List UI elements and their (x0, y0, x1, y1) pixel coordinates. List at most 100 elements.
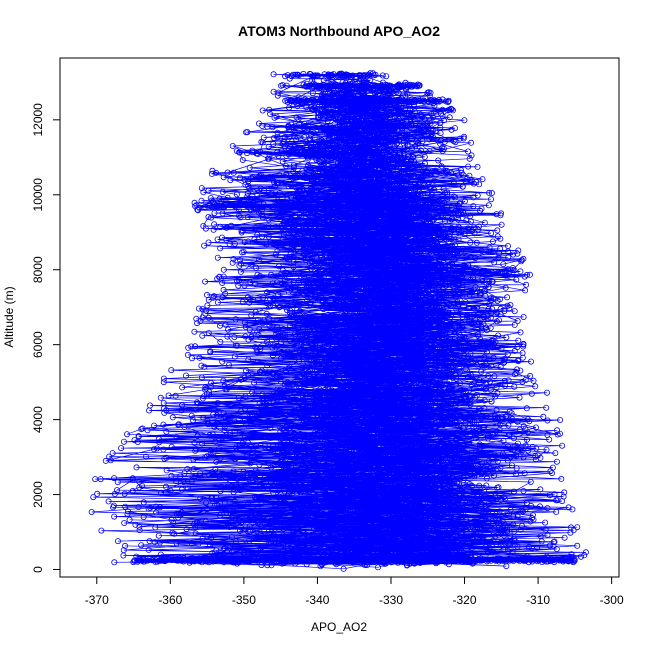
data-point (526, 271, 533, 278)
data-point (451, 489, 458, 496)
data-point (574, 542, 581, 549)
data-point (440, 397, 447, 404)
data-point (163, 428, 170, 435)
data-point (199, 306, 206, 313)
data-point (261, 459, 268, 466)
data-point (370, 460, 377, 467)
data-point (469, 536, 476, 543)
data-point (432, 167, 439, 174)
data-point (532, 383, 539, 390)
data-point (121, 520, 128, 527)
data-point (391, 501, 398, 508)
data-point (543, 404, 550, 411)
data-point (245, 372, 252, 379)
data-point (371, 331, 378, 338)
data-point (344, 278, 351, 285)
data-point (487, 196, 494, 203)
data-point (202, 310, 209, 317)
data-point (304, 154, 311, 161)
data-point (351, 401, 358, 408)
data-point (247, 513, 254, 520)
data-point (392, 455, 399, 462)
data-point (543, 446, 550, 453)
data-point (273, 479, 280, 486)
data-point (334, 141, 341, 148)
data-point (437, 291, 444, 298)
data-point (177, 473, 184, 480)
data-point (276, 172, 283, 179)
data-point (227, 543, 234, 550)
data-point (453, 535, 460, 542)
data-point (245, 414, 252, 421)
data-point (290, 259, 297, 266)
data-point (537, 503, 544, 510)
data-point (445, 209, 452, 216)
data-point (286, 75, 293, 82)
data-point (342, 201, 349, 208)
data-point (448, 368, 455, 375)
data-point (529, 515, 536, 522)
data-point (383, 73, 390, 80)
data-point (544, 389, 551, 396)
data-point (478, 286, 485, 293)
data-point (308, 531, 315, 538)
data-point (459, 514, 466, 521)
data-point (136, 478, 143, 485)
data-point (480, 451, 487, 458)
data-point (313, 348, 320, 355)
data-point (318, 504, 325, 511)
data-point (436, 527, 443, 534)
data-point (242, 434, 249, 441)
data-point (504, 294, 511, 301)
data-point (448, 550, 455, 557)
data-point (458, 342, 465, 349)
data-point (135, 504, 142, 511)
data-point (514, 543, 521, 550)
data-point (214, 399, 221, 406)
data-point (193, 399, 200, 406)
data-point (306, 202, 313, 209)
data-point (208, 214, 215, 221)
data-point (578, 553, 585, 560)
data-point (312, 376, 319, 383)
data-point (299, 403, 306, 410)
data-point (322, 451, 329, 458)
data-point (163, 467, 170, 474)
data-point (225, 361, 232, 368)
data-point (299, 393, 306, 400)
data-point (352, 208, 359, 215)
data-point (368, 340, 375, 347)
data-point (428, 420, 435, 427)
data-point (204, 533, 211, 540)
data-point (466, 387, 473, 394)
data-point (252, 308, 259, 315)
chart-title: ATOM3 Northbound APO_AO2 (238, 23, 440, 39)
data-point (540, 413, 547, 420)
data-point (265, 341, 272, 348)
data-point (124, 510, 131, 517)
data-point (497, 464, 504, 471)
data-point (319, 211, 326, 218)
data-point (417, 147, 424, 154)
data-point (126, 516, 133, 523)
data-point (505, 254, 512, 261)
data-point (285, 379, 292, 386)
data-point (428, 111, 435, 118)
data-point (488, 230, 495, 237)
data-point (414, 186, 421, 193)
data-point (318, 525, 325, 532)
data-point (278, 408, 285, 415)
data-point (529, 545, 536, 552)
data-point (295, 72, 302, 79)
data-point (274, 317, 281, 324)
data-point (457, 166, 464, 173)
data-point (265, 216, 272, 223)
data-point (488, 189, 495, 196)
data-point (490, 472, 497, 479)
data-point (257, 515, 264, 522)
data-point (290, 229, 297, 236)
data-point (270, 71, 277, 78)
data-point (268, 510, 275, 517)
data-point (470, 203, 477, 210)
